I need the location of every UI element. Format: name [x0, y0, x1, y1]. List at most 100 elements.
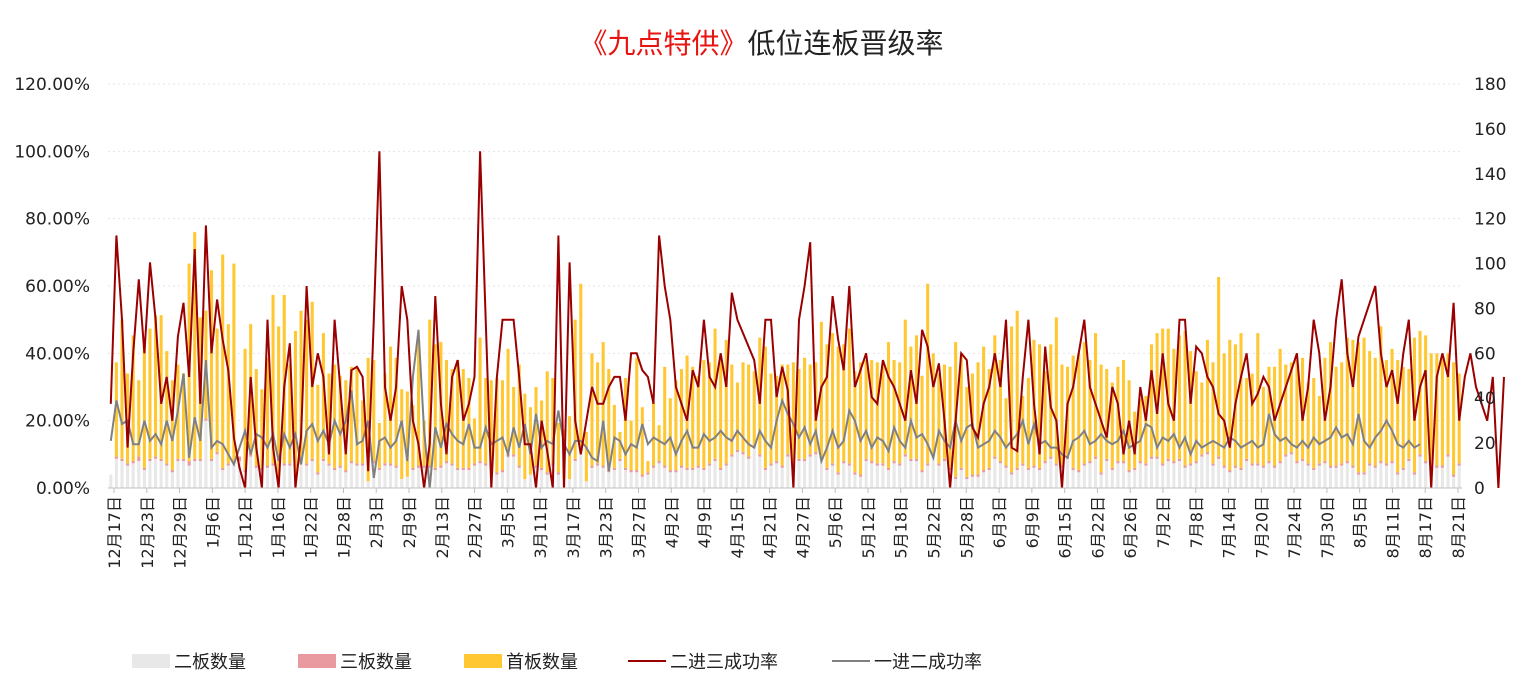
- bar-first: [215, 328, 219, 453]
- bar-third: [954, 476, 958, 480]
- x-tick-label: 1月16日: [269, 496, 288, 559]
- bar-second: [1373, 467, 1377, 488]
- bar-third: [394, 465, 398, 468]
- bar-third: [618, 458, 622, 462]
- chart-title: 《九点特供》低位连板晋级率: [0, 22, 1523, 62]
- bar-first: [1368, 351, 1372, 464]
- bar-third: [685, 467, 689, 471]
- bar-first: [1390, 348, 1394, 462]
- bar-third: [1217, 456, 1221, 459]
- bar-third: [355, 463, 359, 466]
- bar-second: [920, 472, 924, 488]
- bar-third: [814, 452, 818, 455]
- bar-first: [159, 315, 163, 459]
- y-right-tick-label: 80: [1474, 299, 1496, 319]
- bar-third: [176, 458, 180, 462]
- bar-third: [635, 470, 639, 473]
- bar-third: [338, 465, 342, 468]
- bar-first: [1138, 398, 1142, 462]
- bar-series: [109, 232, 1461, 488]
- bar-third: [433, 467, 437, 471]
- bar-second: [1267, 463, 1271, 488]
- x-tick-label: 4月21日: [761, 496, 780, 559]
- bar-third: [886, 467, 891, 471]
- x-tick-label: 12月23日: [138, 496, 157, 569]
- bar-second: [1082, 465, 1086, 488]
- bar-first: [1211, 362, 1215, 464]
- bar-first: [847, 328, 851, 464]
- bar-third: [500, 470, 504, 473]
- bar-second: [775, 463, 779, 488]
- bar-second: [394, 467, 398, 488]
- bar-second: [411, 470, 415, 488]
- bar-first: [165, 351, 169, 464]
- x-tick-label: 5月18日: [892, 496, 911, 559]
- bar-first: [1082, 342, 1086, 464]
- bar-first: [344, 380, 348, 471]
- y-left-tick-label: 20.00%: [25, 412, 90, 432]
- bar-third: [707, 463, 712, 466]
- bar-second: [349, 463, 353, 488]
- bar-second: [1368, 465, 1372, 488]
- bar-third: [629, 470, 633, 473]
- x-tick-label: 8月21日: [1449, 496, 1468, 559]
- bar-second: [405, 476, 409, 488]
- bar-first: [405, 391, 409, 477]
- bar-third: [1452, 474, 1456, 477]
- bar-first: [232, 263, 236, 462]
- bar-third: [1054, 463, 1058, 466]
- bar-third: [159, 458, 163, 462]
- bar-third: [1273, 465, 1277, 468]
- bar-second: [1228, 472, 1232, 488]
- bar-third: [1138, 461, 1142, 464]
- bar-second: [528, 474, 532, 488]
- bar-second: [724, 465, 728, 488]
- bar-second: [1010, 474, 1014, 488]
- bar-first: [114, 362, 118, 457]
- bar-third: [1127, 470, 1131, 473]
- bar-third: [114, 456, 118, 459]
- bar-second: [439, 467, 443, 488]
- y-right-tick-label: 0: [1474, 479, 1485, 499]
- bar-second: [154, 458, 158, 488]
- bar-first: [131, 335, 135, 462]
- bar-first: [1284, 364, 1288, 455]
- bar-first: [635, 357, 639, 471]
- bar-first: [400, 389, 404, 480]
- bar-first: [584, 431, 588, 482]
- bar-second: [702, 470, 706, 488]
- bar-first: [1424, 335, 1428, 462]
- bar-first: [651, 402, 656, 466]
- bar-second: [142, 470, 146, 488]
- x-tick-label: 5月6日: [826, 496, 845, 548]
- bar-second: [1105, 461, 1109, 488]
- bar-second: [1183, 467, 1187, 488]
- bar-second: [1155, 458, 1159, 488]
- bar-third: [1116, 461, 1120, 464]
- bar-second: [1194, 463, 1198, 488]
- bar-second: [1200, 456, 1204, 488]
- bar-third: [1379, 461, 1383, 464]
- bar-first: [769, 373, 773, 464]
- bar-first: [965, 387, 969, 477]
- bar-first: [786, 364, 790, 455]
- bar-second: [1077, 472, 1081, 488]
- bar-third: [579, 445, 583, 448]
- bar-first: [674, 380, 678, 471]
- bar-second: [540, 470, 544, 488]
- bar-second: [1133, 470, 1137, 488]
- bar-first: [1446, 353, 1450, 455]
- bar-second: [612, 470, 616, 488]
- bar-second: [1401, 470, 1405, 488]
- bar-first: [1328, 342, 1333, 466]
- bar-third: [1099, 472, 1103, 475]
- bar-third: [1412, 472, 1416, 475]
- bar-second: [1088, 463, 1092, 488]
- bar-first: [926, 283, 930, 464]
- bar-second: [674, 472, 678, 488]
- bar-second: [310, 461, 314, 488]
- y-right-tick-label: 60: [1474, 344, 1496, 364]
- bar-first: [1071, 355, 1075, 468]
- x-tick-label: 7月8日: [1187, 496, 1206, 548]
- bar-first: [1015, 310, 1019, 468]
